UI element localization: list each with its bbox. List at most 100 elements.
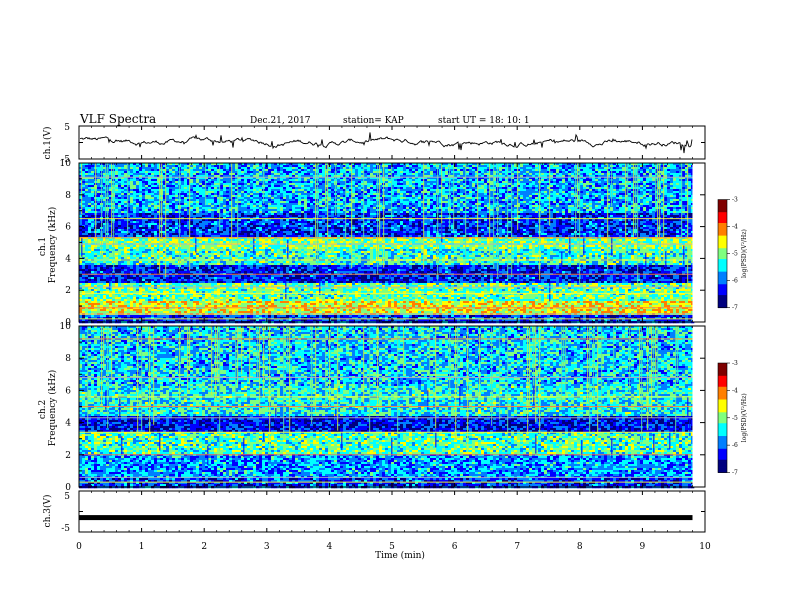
spectrogram-cell — [550, 201, 553, 203]
spectrogram-cell — [88, 191, 91, 193]
spectrogram-cell — [184, 199, 187, 201]
spectrogram-cell — [247, 207, 250, 209]
spectrogram-cell — [472, 171, 475, 173]
spectrogram-cell — [415, 169, 418, 171]
spectrogram-cell — [193, 203, 196, 205]
spectrogram-cell — [403, 171, 406, 173]
spectrogram-cell — [427, 205, 430, 207]
spectrogram-cell — [199, 195, 202, 197]
spectrogram-cell — [430, 205, 433, 207]
spectrogram-cell — [589, 199, 592, 201]
spectrogram-cell — [190, 193, 193, 195]
spectrogram-cell — [298, 209, 301, 211]
spectrogram-cell — [208, 189, 211, 191]
spectrogram-cell — [565, 195, 568, 197]
spectrogram-cell — [418, 193, 421, 195]
spectrogram-cell — [553, 195, 556, 197]
spectrogram-cell — [85, 203, 88, 205]
spectrogram-cell — [460, 191, 463, 193]
spectrogram-cell — [676, 165, 679, 167]
spectrogram-cell — [466, 183, 469, 185]
spectrogram-cell — [613, 191, 616, 193]
spectrogram-cell — [592, 197, 595, 199]
spectrogram-cell — [430, 201, 433, 203]
spectrogram-cell — [445, 207, 448, 209]
spectrogram-cell — [613, 201, 616, 203]
spectrogram-cell — [169, 167, 172, 169]
spectrogram-cell — [277, 199, 280, 201]
spectrogram-cell — [214, 181, 217, 183]
spectrogram-cell — [520, 185, 523, 187]
spectrogram-cell — [304, 165, 307, 167]
spectrogram-cell — [250, 167, 253, 169]
spectrogram-cell — [190, 185, 193, 187]
spectrogram-cell — [541, 203, 544, 205]
spectrogram-cell — [580, 171, 583, 173]
spectrogram-cell — [286, 195, 289, 197]
spectrogram-cell — [442, 195, 445, 197]
spectrogram-cell — [667, 173, 670, 175]
spectrogram-cell — [370, 201, 373, 203]
spectrogram-cell — [166, 191, 169, 193]
spectrogram-cell — [514, 191, 517, 193]
spectrogram-cell — [139, 189, 142, 191]
spectrogram-cell — [322, 203, 325, 205]
spectrogram-cell — [130, 207, 133, 209]
spectrogram-cell — [682, 171, 685, 173]
spectrogram-cell — [88, 179, 91, 181]
spectrogram-cell — [520, 195, 523, 197]
spectrogram-cell — [280, 205, 283, 207]
spectrogram-cell — [199, 165, 202, 167]
spectrogram-cell — [616, 167, 619, 169]
spectrogram-cell — [169, 183, 172, 185]
spectrogram-cell — [130, 183, 133, 185]
spectrogram-cell — [427, 207, 430, 209]
spectrogram-cell — [652, 191, 655, 193]
spectrogram-cell — [541, 199, 544, 201]
spectrogram-cell — [406, 183, 409, 185]
spectrogram-cell — [211, 209, 214, 211]
figure-title: VLF Spectra — [79, 112, 156, 126]
spectrogram-cell — [142, 207, 145, 209]
spectrogram-cell — [184, 167, 187, 169]
spectrogram-cell — [202, 183, 205, 185]
spectrogram-cell — [91, 179, 94, 181]
spectrogram-cell — [481, 169, 484, 171]
spectrogram-cell — [646, 185, 649, 187]
spectrogram-cell — [514, 181, 517, 183]
spectrogram-cell — [82, 187, 85, 189]
spectrogram-cell — [595, 181, 598, 183]
spectrogram-cell — [643, 171, 646, 173]
spectrogram-cell — [583, 185, 586, 187]
spectrogram-cell — [184, 165, 187, 167]
spectrogram-cell — [331, 173, 334, 175]
spectrogram-cell — [352, 165, 355, 167]
spectrogram-cell — [604, 195, 607, 197]
spectrogram-cell — [298, 201, 301, 203]
spectrogram-cell — [226, 171, 229, 173]
spectrogram-cell — [331, 201, 334, 203]
spectrogram-cell — [409, 199, 412, 201]
spectrogram-cell — [508, 195, 511, 197]
spectrogram-cell — [331, 187, 334, 189]
spectrogram-cell — [322, 189, 325, 191]
spectrogram-cell — [364, 199, 367, 201]
spectrogram-cell — [190, 183, 193, 185]
spectrogram-cell — [181, 187, 184, 189]
spectrogram-cell — [397, 187, 400, 189]
spectrogram-cell — [676, 207, 679, 209]
spectrogram-cell — [640, 167, 643, 169]
spectrogram-cell — [121, 199, 124, 201]
spectrogram-cell — [571, 207, 574, 209]
spectrogram-cell — [652, 183, 655, 185]
spectrogram-cell — [583, 193, 586, 195]
spectrogram-cell — [688, 165, 691, 167]
spectrogram-cell — [541, 169, 544, 171]
spectrogram-cell — [337, 179, 340, 181]
spectrogram-cell — [688, 167, 691, 169]
spectrogram-cell — [256, 203, 259, 205]
spectrogram-cell — [565, 209, 568, 211]
spectrogram-cell — [148, 195, 151, 197]
spectrogram-cell — [121, 169, 124, 171]
spectrogram-cell — [490, 195, 493, 197]
